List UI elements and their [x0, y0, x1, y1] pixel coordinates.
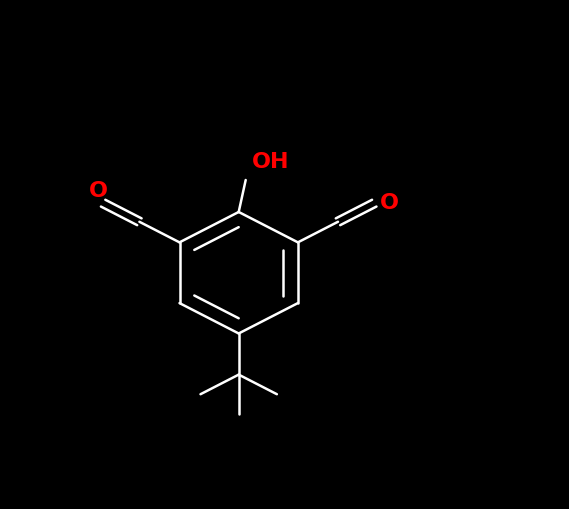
Text: O: O — [89, 181, 108, 201]
Text: O: O — [380, 193, 398, 213]
Text: OH: OH — [252, 152, 290, 172]
